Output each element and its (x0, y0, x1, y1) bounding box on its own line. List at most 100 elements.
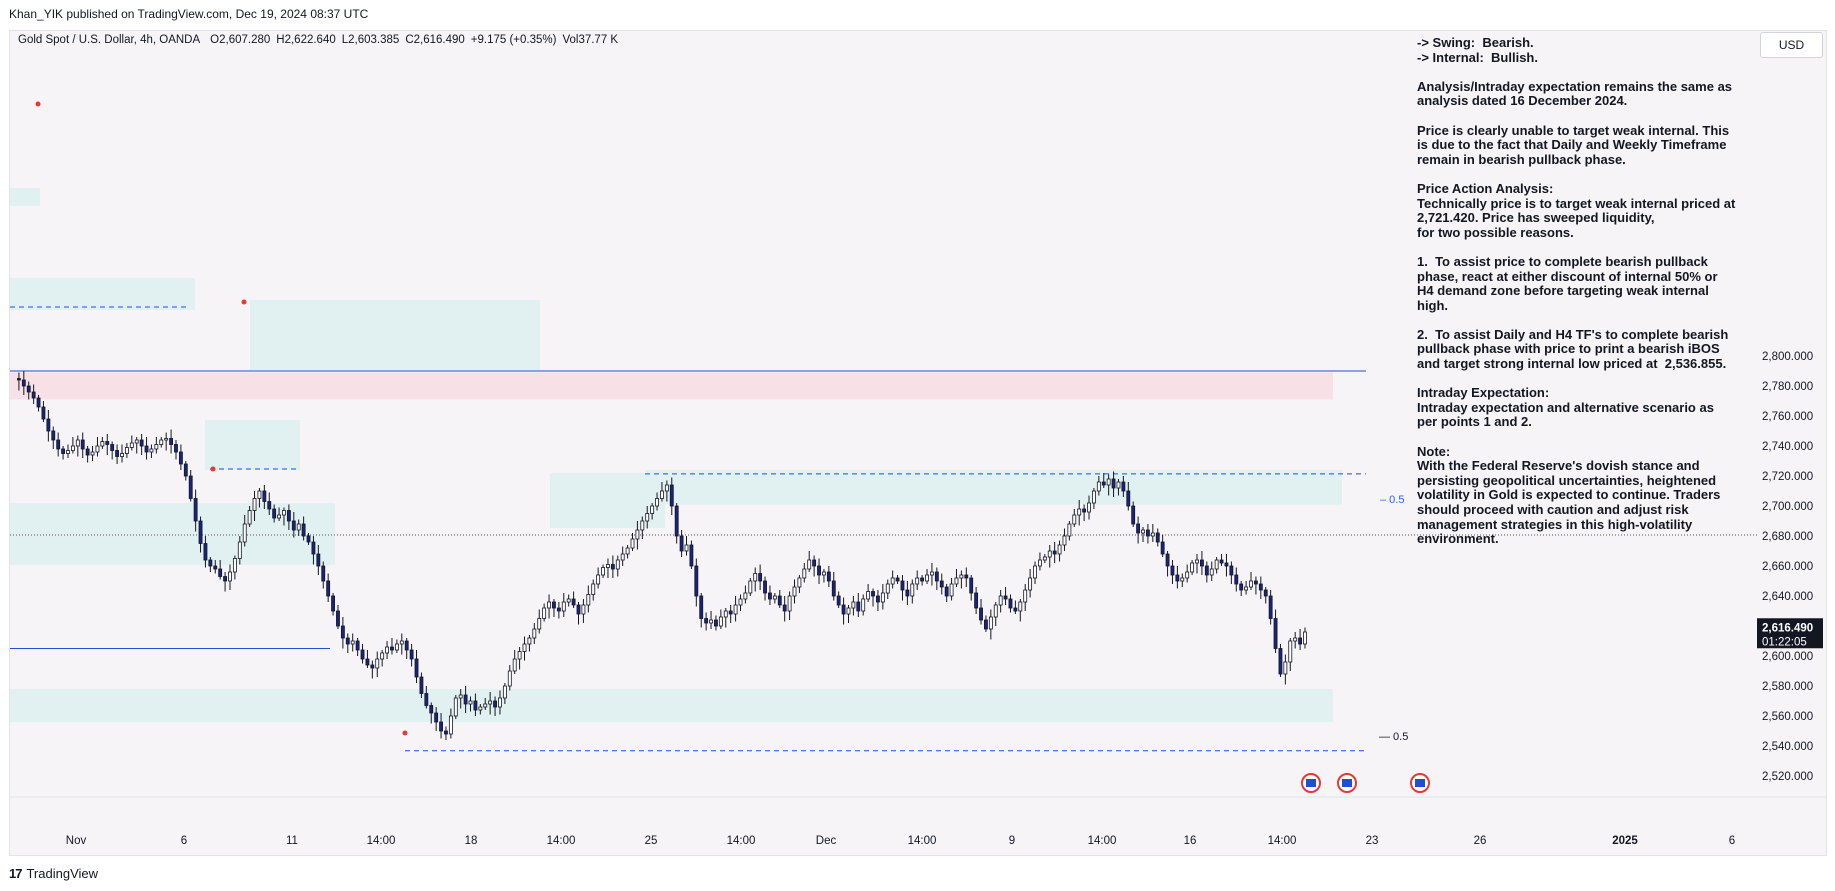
ohlc-close: C2,616.490 (405, 34, 465, 46)
candle-body (596, 574, 601, 585)
candle-body (85, 448, 90, 456)
candle-body (390, 646, 394, 651)
candle-body (1278, 648, 1283, 675)
pivot-dot-1 (241, 299, 247, 305)
plot-area (10, 31, 1755, 797)
y-tick-label: 2,540.000 (1762, 741, 1813, 753)
candle-body (689, 544, 694, 567)
candle-body (326, 580, 331, 597)
candle-body (1042, 556, 1047, 561)
y-tick-label: 2,800.000 (1762, 351, 1813, 363)
candle-body (1062, 535, 1067, 546)
us-flag-icon (1342, 779, 1352, 787)
candle-body (655, 498, 659, 507)
candle-body (1175, 574, 1180, 582)
candle-body (964, 574, 969, 579)
x-tick-label: 26 (1474, 835, 1487, 847)
candle-body (1170, 565, 1175, 576)
candle-body (841, 604, 846, 615)
candle-body (1155, 532, 1160, 543)
candle-body (890, 577, 895, 585)
candle-body (1180, 577, 1185, 582)
candle-body (1111, 478, 1116, 489)
candle-body (56, 439, 61, 450)
x-tick-label: 11 (286, 835, 298, 847)
candle-body (115, 450, 120, 457)
symbol-legend[interactable]: Gold Spot / U.S. Dollar, 4h, OANDA O2,60… (18, 34, 618, 46)
candle-body (620, 553, 625, 561)
top-bar: Khan_YIK published on TradingView.com, D… (0, 0, 1835, 28)
demand-zone-upper (645, 470, 1342, 505)
candle-body (615, 559, 620, 570)
candle-body (871, 591, 875, 597)
y-tick-label: 2,640.000 (1762, 591, 1813, 603)
current-price-label-bg (1757, 618, 1823, 649)
candle-body (1224, 562, 1229, 567)
y-tick-label: 2,560.000 (1762, 711, 1813, 723)
candle-body (1239, 583, 1244, 591)
y-tick-label: 2,740.000 (1762, 441, 1813, 453)
candle-body (272, 508, 277, 519)
candle-body (61, 448, 66, 454)
candle-body (782, 604, 787, 612)
candle-body (439, 721, 443, 732)
price-countdown: 01:22:05 (1762, 636, 1807, 648)
candle-body (979, 607, 983, 621)
candle-body (1160, 541, 1165, 555)
currency-button[interactable]: USD (1760, 32, 1823, 58)
candle-body (193, 498, 198, 522)
candle-body (174, 444, 178, 453)
candle-body (1229, 565, 1234, 576)
candle-body (831, 580, 836, 597)
candle-body (404, 640, 409, 651)
candle-body (493, 700, 497, 708)
candle-body (100, 441, 105, 447)
candle-body (1244, 586, 1249, 591)
candle-body (242, 523, 247, 543)
candle-body (1145, 529, 1150, 537)
candle-body (277, 514, 281, 519)
candle-body (95, 445, 100, 453)
internal-zone-1 (10, 278, 195, 310)
candle-body (183, 463, 188, 477)
candle-body (988, 616, 993, 630)
candle-body (1018, 601, 1023, 612)
candle-body (424, 693, 429, 706)
internal-zone-4 (10, 503, 335, 565)
y-tick-label: 2,660.000 (1762, 561, 1813, 573)
candle-body (66, 450, 70, 454)
candle-body (134, 439, 139, 444)
candle-body (1131, 505, 1136, 525)
candle-body (802, 568, 807, 579)
candle-body (625, 547, 630, 555)
candle-body (154, 444, 159, 450)
y-tick-label: 2,600.000 (1762, 651, 1813, 663)
candle-body (399, 640, 404, 645)
current-price-value: 2,616.490 (1762, 622, 1813, 634)
candle-body (1298, 637, 1303, 645)
candle-body (291, 520, 296, 531)
candle-body (772, 595, 777, 600)
candle-body (483, 703, 488, 708)
candle-body (694, 565, 699, 597)
tradingview-logo[interactable]: 17 TradingView (9, 866, 98, 881)
candle-body (1038, 559, 1042, 567)
symbol-name[interactable]: Gold Spot / U.S. Dollar, 4h, OANDA (18, 34, 201, 46)
candle-body (232, 558, 237, 573)
candle-body (930, 571, 934, 576)
candle-body (1096, 481, 1101, 492)
x-tick-label: 14:00 (727, 835, 756, 847)
candle-body (728, 610, 733, 615)
candle-body (763, 580, 767, 594)
candle-body (1136, 523, 1141, 534)
candle-body (905, 589, 910, 597)
candle-body (507, 670, 512, 687)
candle-body (704, 618, 709, 624)
candle-body (758, 573, 763, 582)
candle-body (866, 591, 871, 600)
us-flag-icon (1415, 779, 1425, 787)
x-tick-label: 6 (1729, 835, 1735, 847)
candle-body (16, 378, 21, 381)
x-tick-label: 14:00 (547, 835, 576, 847)
